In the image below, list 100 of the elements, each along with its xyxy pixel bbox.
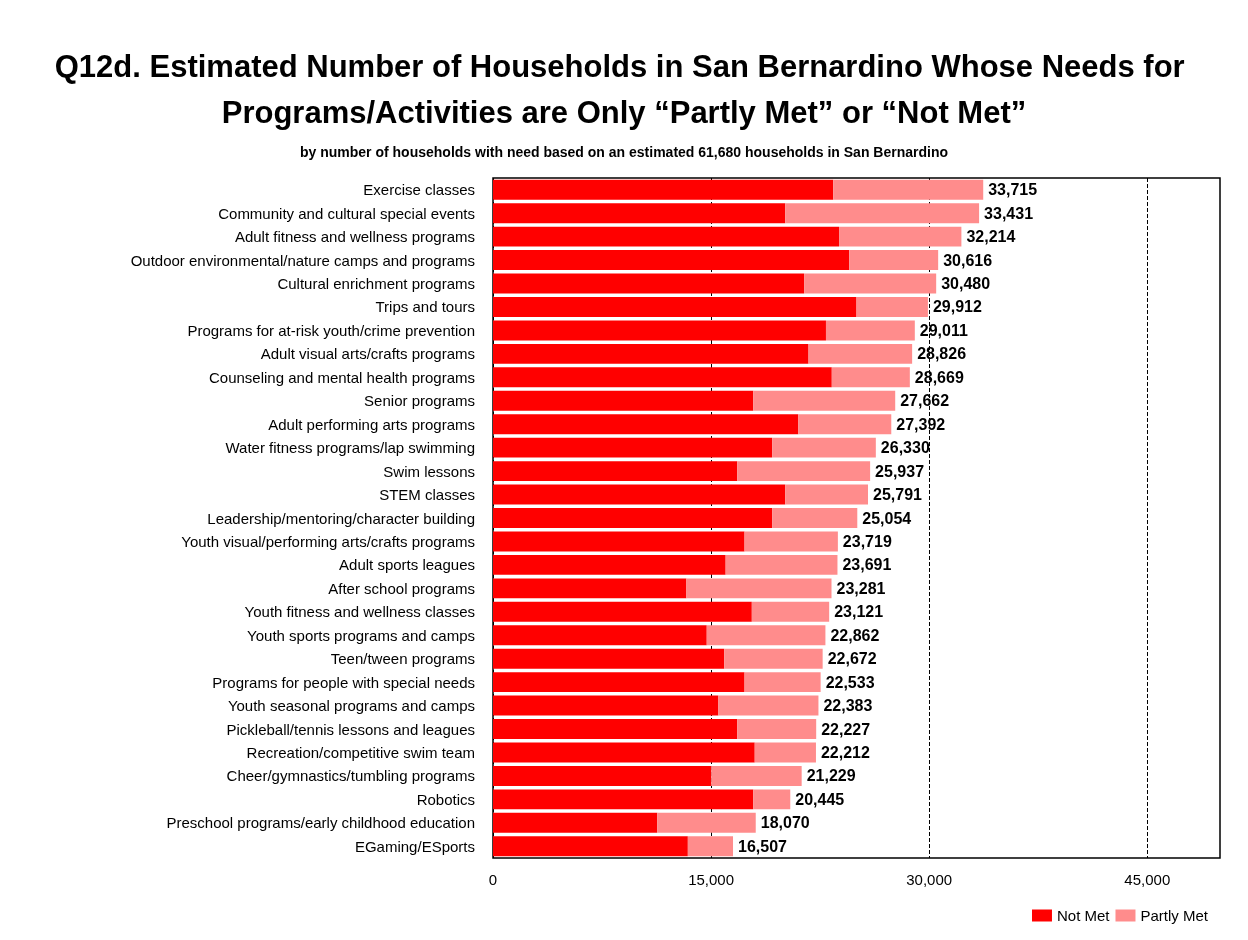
bar bbox=[724, 648, 823, 669]
total-label: 20,445 bbox=[795, 790, 845, 808]
bar bbox=[706, 625, 826, 646]
bar bbox=[493, 672, 745, 693]
y-tick-label: EGaming/ESports bbox=[354, 837, 475, 855]
bar bbox=[493, 578, 687, 599]
y-tick-label: Leadership/mentoring/character building bbox=[207, 509, 475, 527]
chart-title: Q12d. Estimated Number of Households in San Bernardino Whose Needs for Programs/Activities are Only “Partly Met” or “Not Met” bbox=[54, 48, 1194, 130]
bar bbox=[493, 554, 726, 575]
total-label: 25,791 bbox=[873, 486, 923, 504]
x-tick-label: 15,000 bbox=[688, 871, 735, 888]
bar bbox=[831, 367, 910, 388]
total-label: 22,672 bbox=[827, 650, 877, 668]
bar bbox=[833, 179, 984, 200]
bar bbox=[785, 484, 868, 505]
bar bbox=[737, 719, 817, 739]
total-label: 28,826 bbox=[917, 345, 967, 363]
bar bbox=[754, 742, 816, 763]
y-tick-label: Programs for at-risk youth/crime prevention bbox=[187, 321, 475, 339]
bar bbox=[804, 273, 937, 294]
total-label: 30,616 bbox=[943, 251, 993, 269]
bar bbox=[493, 625, 707, 646]
total-label: 22,533 bbox=[825, 673, 875, 691]
bar bbox=[493, 648, 725, 669]
bar bbox=[711, 765, 802, 786]
total-label: 25,054 bbox=[862, 509, 912, 527]
total-label: 22,227 bbox=[821, 720, 871, 738]
y-tick-label: Youth sports programs and camps bbox=[247, 626, 475, 644]
y-tick-label: Senior programs bbox=[364, 392, 475, 410]
x-tick-label: 45,000 bbox=[1124, 871, 1171, 888]
y-tick-label: Robotics bbox=[416, 790, 475, 808]
y-tick-label: STEM classes bbox=[379, 486, 475, 504]
bar bbox=[744, 672, 821, 693]
total-label: 30,480 bbox=[941, 275, 991, 293]
y-tick-label: Preschool programs/early childhood education bbox=[166, 814, 475, 832]
bar bbox=[493, 437, 773, 458]
y-tick-label: Community and cultural special events bbox=[218, 204, 475, 222]
x-tick-label: 0 bbox=[488, 871, 498, 888]
total-label: 26,330 bbox=[880, 439, 930, 457]
y-tick-label: After school programs bbox=[328, 579, 475, 597]
y-tick-label: Youth fitness and wellness classes bbox=[244, 603, 475, 621]
y-tick-label: Exercise classes bbox=[363, 181, 475, 199]
bar bbox=[493, 414, 799, 435]
total-label: 22,212 bbox=[820, 743, 870, 761]
x-tick-label: 30,000 bbox=[906, 871, 953, 888]
y-tick-label: Recreation/competitive swim team bbox=[246, 743, 475, 761]
bar bbox=[493, 320, 826, 341]
bar bbox=[785, 203, 980, 224]
legend-label: Not Met bbox=[1056, 907, 1111, 924]
bar bbox=[493, 297, 857, 317]
bar bbox=[493, 250, 850, 271]
bar bbox=[772, 437, 876, 458]
bar bbox=[493, 742, 755, 763]
y-tick-label: Pickleball/tennis lessons and leagues bbox=[226, 720, 475, 738]
bar bbox=[751, 601, 830, 622]
bar bbox=[825, 320, 915, 341]
y-tick-label: Trips and tours bbox=[375, 298, 475, 316]
y-tick-label: Adult fitness and wellness programs bbox=[234, 228, 475, 246]
bar bbox=[493, 836, 688, 857]
total-label: 29,912 bbox=[932, 298, 982, 316]
bar bbox=[753, 390, 896, 411]
bar bbox=[687, 836, 734, 857]
total-label: 23,281 bbox=[836, 579, 886, 597]
bar bbox=[493, 695, 719, 716]
total-label: 16,507 bbox=[738, 837, 788, 855]
bar bbox=[493, 531, 745, 552]
y-tick-label: Cheer/gymnastics/tumbling programs bbox=[226, 767, 475, 785]
bar bbox=[493, 812, 658, 833]
bar bbox=[493, 226, 840, 247]
bar bbox=[686, 578, 832, 599]
total-label: 32,214 bbox=[966, 228, 1016, 246]
bar bbox=[849, 250, 939, 271]
bar bbox=[493, 367, 832, 388]
y-tick-label: Youth visual/performing arts/crafts programs bbox=[181, 532, 475, 550]
legend-label: Partly Met bbox=[1140, 907, 1209, 924]
total-label: 27,662 bbox=[900, 392, 950, 410]
bar bbox=[493, 789, 754, 810]
bar bbox=[493, 484, 786, 505]
bar bbox=[657, 812, 756, 833]
y-tick-label: Youth seasonal programs and camps bbox=[227, 697, 475, 715]
bar bbox=[493, 508, 773, 528]
total-label: 23,691 bbox=[842, 556, 892, 574]
bar bbox=[493, 719, 738, 739]
y-tick-label: Adult sports leagues bbox=[339, 556, 475, 574]
total-label: 21,229 bbox=[806, 767, 856, 785]
bar bbox=[744, 531, 838, 552]
y-tick-label: Adult visual arts/crafts programs bbox=[260, 345, 475, 363]
y-tick-label: Cultural enrichment programs bbox=[277, 275, 475, 293]
bar bbox=[856, 297, 928, 317]
bar bbox=[798, 414, 892, 435]
total-label: 22,862 bbox=[830, 626, 880, 644]
bar bbox=[718, 695, 819, 716]
total-label: 25,937 bbox=[875, 462, 925, 480]
bar bbox=[725, 554, 838, 575]
bar bbox=[493, 179, 834, 200]
y-tick-label: Water fitness programs/lap swimming bbox=[225, 439, 475, 457]
total-label: 28,669 bbox=[914, 368, 964, 386]
bar bbox=[493, 390, 754, 411]
bar bbox=[493, 203, 786, 224]
y-tick-label: Outdoor environmental/nature camps and programs bbox=[130, 251, 475, 269]
